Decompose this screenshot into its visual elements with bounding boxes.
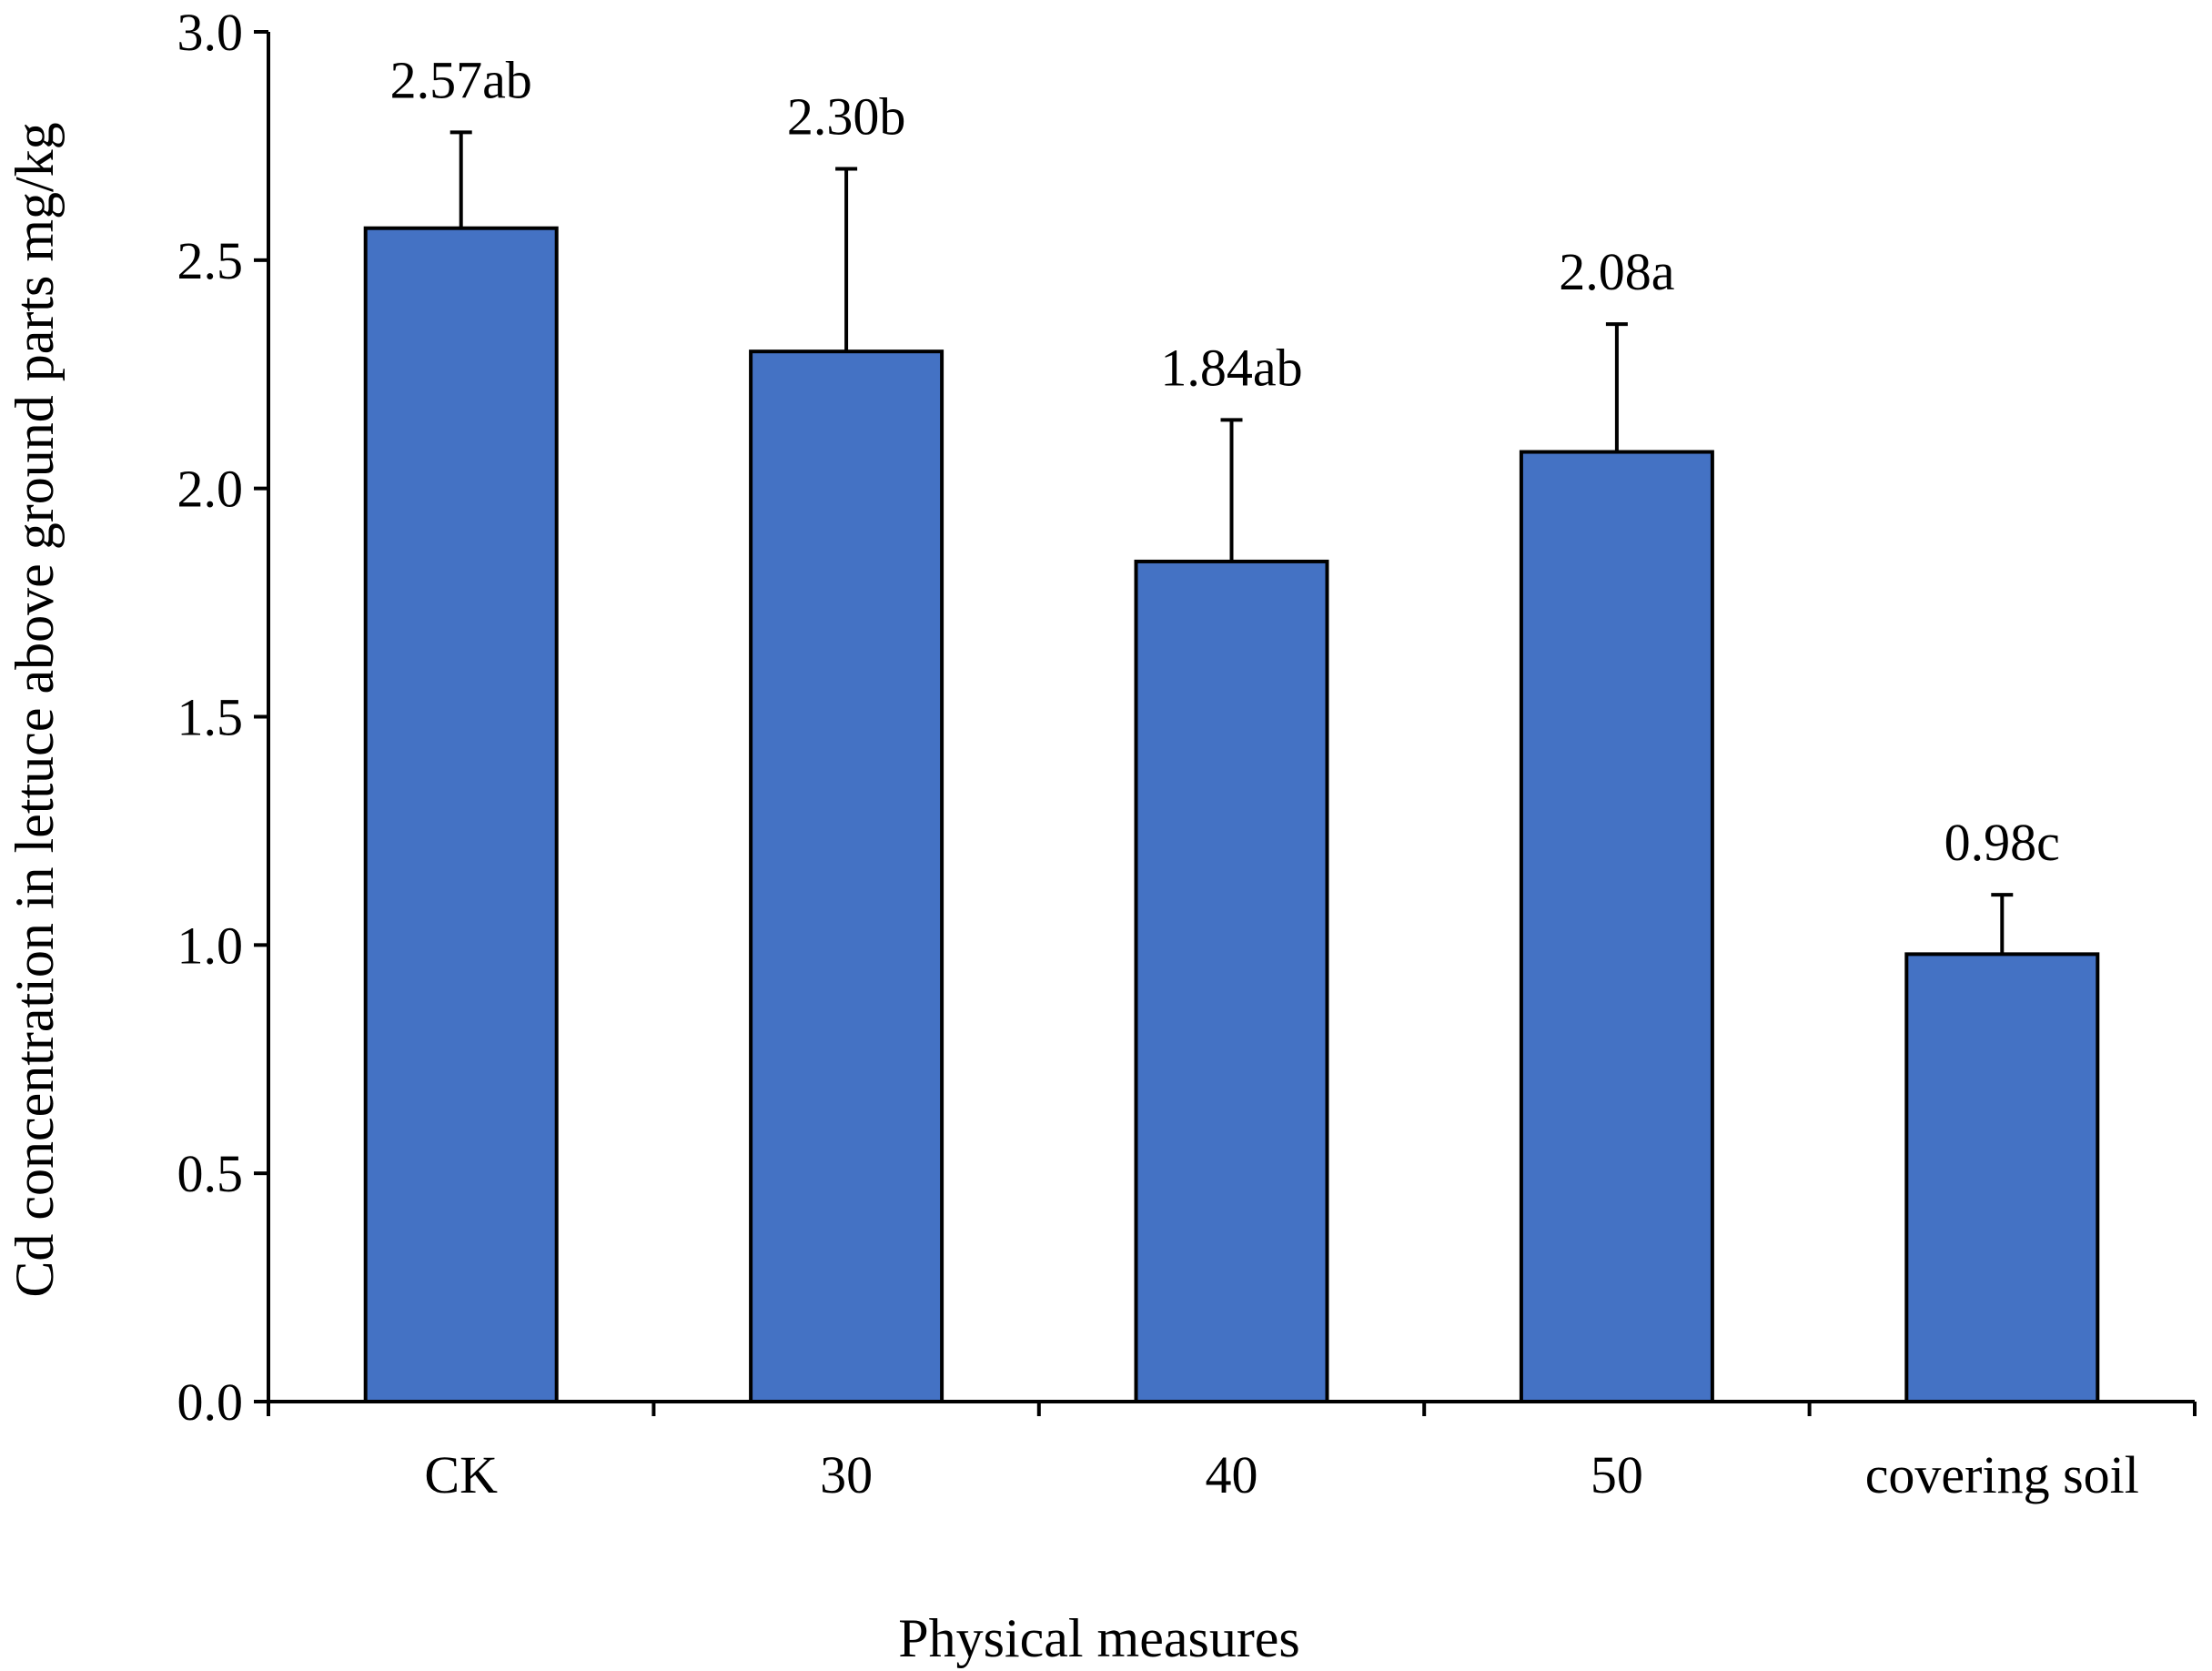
data-label-30: 2.30b — [787, 87, 906, 147]
category-label-30: 30 — [820, 1445, 873, 1504]
data-label-ck: 2.57ab — [390, 50, 532, 109]
error-bar-40 — [1220, 418, 1243, 562]
y-tick-label: 3.0 — [177, 3, 244, 62]
error-bars-group — [449, 130, 2014, 955]
data-label-50: 2.08a — [1559, 242, 1674, 301]
bars-group — [363, 226, 2100, 1404]
x-axis-title: Physical measures — [898, 1608, 1300, 1668]
bar-50 — [1519, 450, 1714, 1403]
y-tick-label: 2.5 — [177, 231, 244, 290]
labels-group: 2.57ab CK 2.30b 30 1.84ab 40 2.08a 50 0.98c cover… — [177, 3, 2139, 1504]
data-label-covering-soil: 0.98c — [1944, 813, 2060, 872]
error-bar-50 — [1605, 322, 1628, 452]
error-bar-30 — [835, 167, 858, 352]
axes-group — [254, 30, 2197, 1416]
error-bar-ck — [449, 130, 472, 228]
y-tick-label: 0.5 — [177, 1144, 244, 1203]
y-tick-label: 2.0 — [177, 460, 244, 519]
bar-covering-soil — [1904, 952, 2100, 1404]
data-label-40: 1.84ab — [1160, 338, 1302, 397]
error-bar-covering-soil — [1991, 893, 2014, 955]
y-tick-label: 1.0 — [177, 916, 244, 975]
y-tick-label: 0.0 — [177, 1372, 244, 1432]
category-label-50: 50 — [1591, 1445, 1643, 1504]
bar-30 — [749, 349, 944, 1404]
category-label-40: 40 — [1206, 1445, 1258, 1504]
y-axis-title: Cd concentration in lettuce above ground… — [5, 122, 65, 1297]
category-label-covering-soil: covering soil — [1865, 1445, 2139, 1504]
bar-ck — [363, 226, 559, 1403]
y-tick-label: 1.5 — [177, 688, 244, 747]
category-label-ck: CK — [424, 1445, 498, 1504]
bar-40 — [1134, 559, 1329, 1403]
